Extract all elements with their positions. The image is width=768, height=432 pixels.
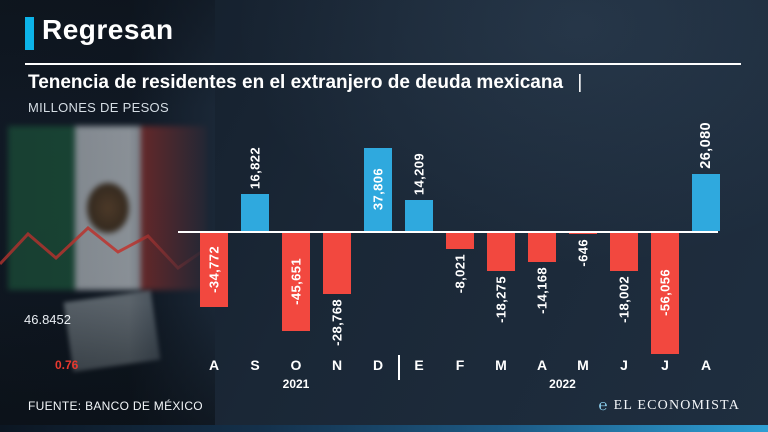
- zero-axis-line: [178, 231, 718, 233]
- bar-value-text: 37,806: [370, 168, 386, 211]
- bar: [692, 173, 720, 231]
- axis-label: M: [577, 357, 589, 373]
- bar-chart: -34,772 16,822 -45,651 -28,768 37,806 14,209 -…: [178, 122, 720, 366]
- bar-value-label: 37,806: [371, 148, 386, 231]
- bar-column: -45,651: [282, 128, 310, 366]
- bar-column: -8,021: [446, 128, 474, 366]
- bar: [241, 193, 269, 231]
- source-credit: FUENTE: BANCO DE MÉXICO: [28, 399, 203, 413]
- bar-value-label: -14,168: [535, 267, 550, 314]
- bar-value-text: -8,021: [452, 253, 468, 293]
- bottom-gradient-bar: [0, 425, 768, 432]
- bar: [651, 231, 679, 355]
- bar-value-text: 14,209: [411, 152, 427, 195]
- bar-value-text: 16,822: [247, 146, 263, 189]
- brand-mark-icon: ℮: [598, 397, 608, 414]
- bar-column: 14,209: [405, 128, 433, 366]
- bar-value-label: -56,056: [658, 231, 673, 354]
- bar-value-text: -45,651: [288, 257, 304, 305]
- bar: [487, 231, 515, 272]
- axis-label: E: [414, 357, 424, 373]
- bar-value-text: -18,275: [493, 276, 509, 324]
- bar-value-label: 14,209: [412, 153, 427, 195]
- bar-column: 16,822: [241, 128, 269, 366]
- bar-value-label: -45,651: [289, 231, 304, 331]
- bar-value-text: -18,002: [616, 275, 632, 323]
- bar-value-text: -34,772: [206, 245, 222, 293]
- bar: [200, 231, 228, 308]
- bar-value-label: -18,002: [617, 276, 632, 323]
- title-divider: |: [577, 72, 583, 93]
- axis-label: N: [331, 357, 343, 373]
- bar-value-text: -646: [575, 239, 591, 267]
- bar-value-label: 16,822: [248, 147, 263, 189]
- axis-label: A: [208, 357, 220, 373]
- bar: [364, 147, 392, 231]
- x-axis: A S O N D E F M A M J J A 2021 2022: [200, 355, 720, 397]
- title-accent-bar: [25, 17, 34, 50]
- rate-change-text: 0.76: [55, 358, 79, 372]
- bar-column: -56,056: [651, 128, 679, 366]
- bar: [282, 231, 310, 332]
- background-photo: 46.8452 0.76: [0, 0, 215, 432]
- axis-label: M: [495, 357, 507, 373]
- divider-rule: [25, 63, 741, 65]
- bar-column: -34,772: [200, 128, 228, 366]
- bar-value-text: 26,080: [698, 121, 714, 169]
- bar: [405, 199, 433, 231]
- axis-label: D: [372, 357, 384, 373]
- axis-label: F: [455, 357, 465, 373]
- axis-label: J: [620, 357, 628, 373]
- bar: [446, 231, 474, 249]
- axis-label: A: [536, 357, 548, 373]
- bar-value-text: -14,168: [534, 267, 550, 315]
- brand-name: EL ECONOMISTA: [613, 397, 740, 413]
- photo-overlay: [0, 0, 215, 432]
- chart-title: Tenencia de residentes en el extranjero …: [28, 72, 582, 94]
- axis-label: O: [290, 357, 302, 373]
- bar-column: -646: [569, 128, 597, 366]
- bar-value-label: 26,080: [698, 122, 714, 169]
- bar-value-label: -34,772: [207, 231, 222, 307]
- bar: [528, 231, 556, 263]
- bar-column: -18,002: [610, 128, 638, 366]
- bar-value-text: -56,056: [657, 269, 673, 317]
- page-title: Regresan: [42, 14, 174, 45]
- bar-column: 26,080: [692, 122, 720, 366]
- bar-value-label: -8,021: [453, 254, 468, 293]
- chart-title-text: Tenencia de residentes en el extranjero …: [28, 72, 564, 93]
- bar-value-label: -28,768: [330, 299, 345, 346]
- exchange-rate-text: 46.8452: [24, 312, 71, 327]
- bar: [323, 231, 351, 295]
- bar: [610, 231, 638, 271]
- brand-logo: ℮ EL ECONOMISTA: [599, 397, 740, 414]
- units-label: MILLONES DE PESOS: [28, 100, 169, 115]
- bars-container: -34,772 16,822 -45,651 -28,768 37,806 14,209 -…: [200, 122, 720, 366]
- axis-label: S: [250, 357, 260, 373]
- axis-label: J: [661, 357, 669, 373]
- axis-year-divider: [398, 355, 400, 380]
- axis-label: A: [700, 357, 712, 373]
- bar-column: -18,275: [487, 128, 515, 366]
- bar-column: -14,168: [528, 128, 556, 366]
- bar-column: -28,768: [323, 128, 351, 366]
- bar-column: 37,806: [364, 128, 392, 366]
- bar-value-label: -646: [576, 239, 591, 267]
- year-label-2022: 2022: [549, 377, 576, 391]
- bar-value-label: -18,275: [494, 276, 509, 323]
- year-label-2021: 2021: [282, 377, 310, 391]
- bar-value-text: -28,768: [329, 299, 345, 347]
